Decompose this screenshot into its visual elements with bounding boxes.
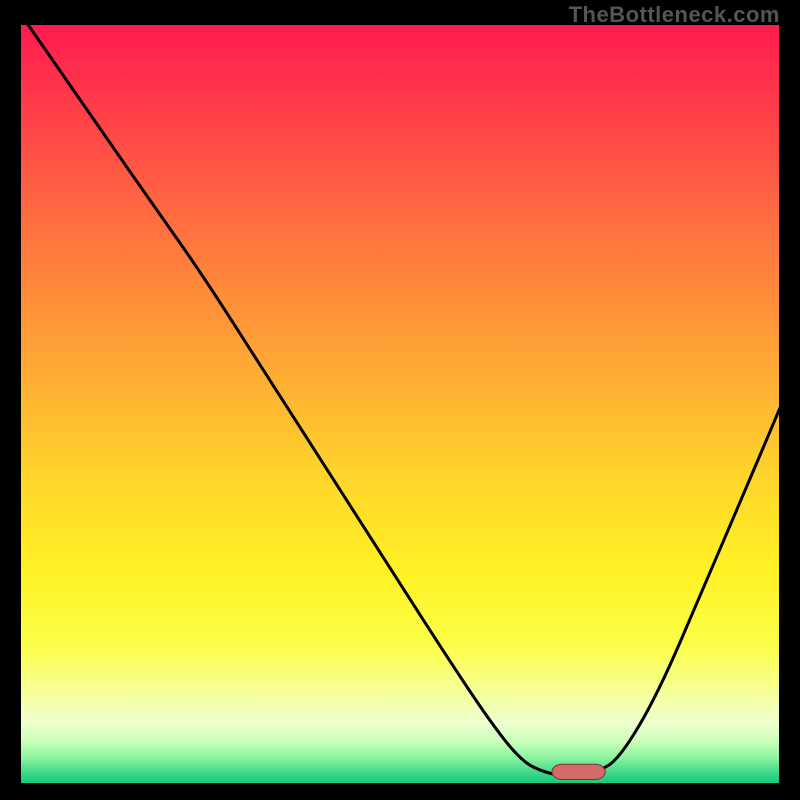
plot-background bbox=[20, 24, 780, 784]
optimum-marker bbox=[552, 764, 605, 779]
chart-container: TheBottleneck.com bbox=[0, 0, 800, 800]
bottleneck-chart bbox=[0, 0, 800, 800]
watermark-label: TheBottleneck.com bbox=[569, 2, 780, 28]
